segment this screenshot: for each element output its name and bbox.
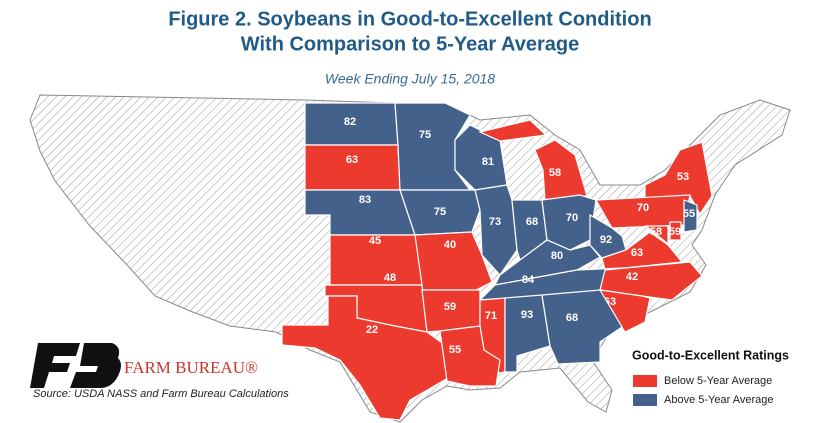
state-value: 84 xyxy=(522,274,535,286)
state-value: 59 xyxy=(444,301,456,313)
state-value: 48 xyxy=(384,272,396,284)
state-value: 45 xyxy=(369,235,381,247)
brand-name: FARM BUREAU® xyxy=(124,358,258,377)
state-value: 75 xyxy=(419,129,431,141)
state-value: 93 xyxy=(521,309,533,321)
logo xyxy=(30,343,121,388)
legend: Below 5-Year Average Above 5-Year Average xyxy=(633,375,773,406)
state xyxy=(304,144,401,191)
state xyxy=(474,184,518,276)
state-value: 63 xyxy=(346,154,358,166)
state-value: 75 xyxy=(434,206,446,218)
source: Source: USDA NASS and Farm Bureau Calcul… xyxy=(33,388,289,400)
title: Figure 2. Soybeans in Good-to-Excellent … xyxy=(168,8,651,30)
state xyxy=(439,325,501,387)
state-value: 58 xyxy=(650,226,662,238)
state-value: 63 xyxy=(631,247,643,259)
state-value: 73 xyxy=(489,216,501,228)
state-value: 55 xyxy=(449,344,461,356)
state xyxy=(644,225,669,246)
state-value: 68 xyxy=(526,216,538,228)
legend-label: Above 5-Year Average xyxy=(664,394,773,406)
states: 82 63 75 81 58 53 83 75 73 68 70 70 55 45 40 80 92 63 58 59… xyxy=(281,102,713,421)
state-value: 71 xyxy=(485,310,497,322)
state-value: 22 xyxy=(366,324,378,336)
legend-swatch xyxy=(633,375,657,387)
state-value: 70 xyxy=(637,202,649,214)
state-value: 82 xyxy=(344,116,356,128)
state-value: 55 xyxy=(683,208,695,220)
legend-title: Good-to-Excellent Ratings xyxy=(632,348,789,362)
state-value: 70 xyxy=(566,212,578,224)
state-value: 81 xyxy=(482,156,494,168)
state-value: 68 xyxy=(566,312,578,324)
state-value: 80 xyxy=(551,250,563,262)
state-value: 83 xyxy=(359,194,371,206)
state-value: 58 xyxy=(549,167,561,179)
state-value: 40 xyxy=(444,239,456,251)
legend-label: Below 5-Year Average xyxy=(664,375,772,387)
state xyxy=(281,295,449,421)
state-value: 42 xyxy=(626,271,638,283)
state-value: 59 xyxy=(669,226,681,238)
state xyxy=(478,119,588,201)
subtitle: Week Ending July 15, 2018 xyxy=(325,71,495,87)
state xyxy=(683,199,698,233)
legend-swatch xyxy=(633,394,657,406)
state xyxy=(541,289,623,365)
state xyxy=(399,189,481,236)
title: With Comparison to 5-Year Average xyxy=(241,33,579,55)
state-value: 92 xyxy=(600,234,612,246)
state-value: 53 xyxy=(677,171,689,183)
state xyxy=(669,221,682,241)
